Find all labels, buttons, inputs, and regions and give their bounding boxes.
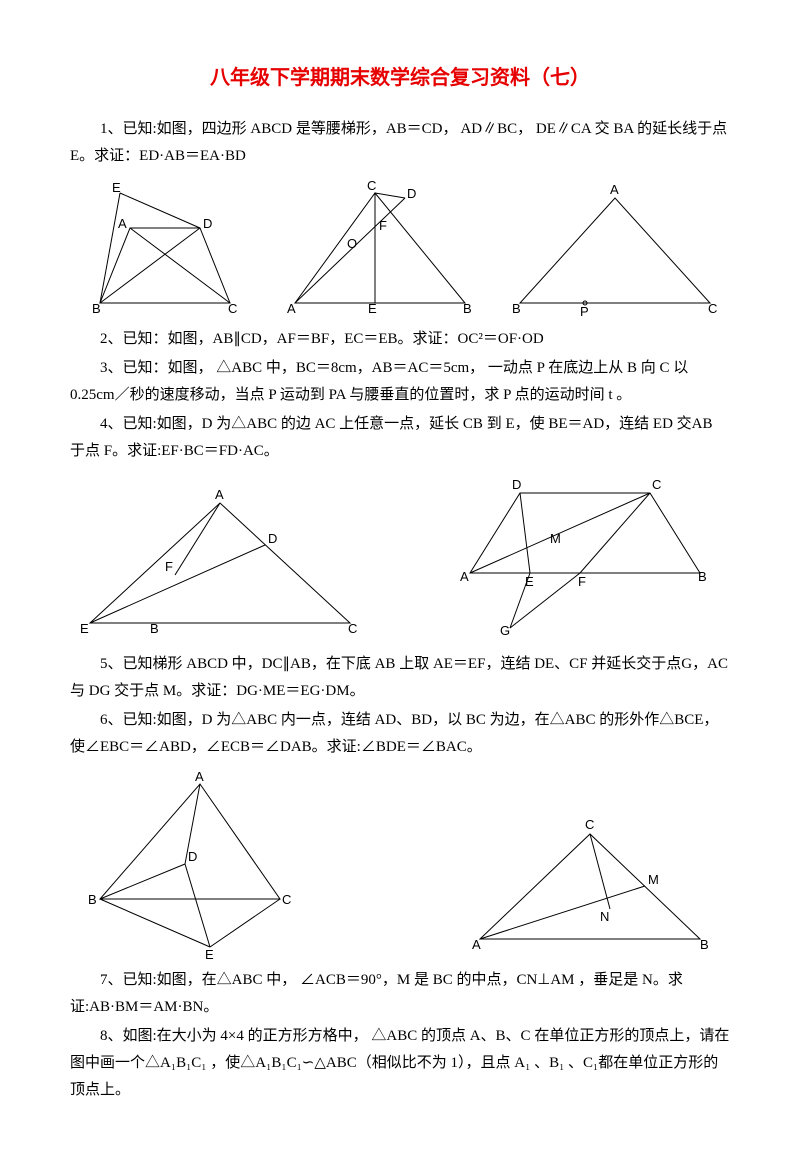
svg-text:B: B bbox=[150, 621, 159, 636]
svg-text:G: G bbox=[500, 623, 510, 638]
svg-text:B: B bbox=[92, 301, 101, 316]
svg-text:B: B bbox=[700, 937, 709, 952]
svg-text:N: N bbox=[600, 909, 609, 924]
svg-text:E: E bbox=[205, 947, 214, 959]
figure-4-triangle: E B C A D F bbox=[70, 483, 370, 643]
svg-text:A: A bbox=[215, 487, 224, 502]
svg-text:P: P bbox=[580, 304, 589, 318]
figure-6-triangle: A B C D E bbox=[70, 769, 330, 959]
svg-text:O: O bbox=[347, 236, 357, 251]
svg-text:F: F bbox=[578, 574, 586, 589]
svg-text:D: D bbox=[203, 216, 212, 231]
figure-2-triangle: A B E C D F O bbox=[275, 178, 485, 318]
problem-1: 1、已知:如图，四边形 ABCD 是等腰梯形，AB＝CD， AD∥BC， DE∥… bbox=[70, 116, 730, 170]
svg-text:F: F bbox=[165, 559, 173, 574]
svg-text:B: B bbox=[463, 301, 472, 316]
svg-text:A: A bbox=[472, 937, 481, 952]
figure-3-triangle: B C A P bbox=[500, 178, 730, 318]
svg-text:M: M bbox=[648, 872, 659, 887]
svg-text:D: D bbox=[512, 477, 521, 492]
svg-text:C: C bbox=[652, 477, 661, 492]
svg-text:C: C bbox=[585, 817, 594, 832]
problem-5: 5、已知梯形 ABCD 中，DC∥AB，在下底 AB 上取 AE＝EF，连结 D… bbox=[70, 651, 730, 705]
svg-text:C: C bbox=[282, 892, 291, 907]
svg-text:D: D bbox=[188, 849, 197, 864]
svg-text:D: D bbox=[407, 186, 416, 201]
svg-text:M: M bbox=[550, 531, 561, 546]
svg-text:F: F bbox=[379, 218, 387, 233]
figure-row-2: E B C A D F A B D C E F M G bbox=[70, 473, 730, 643]
svg-text:E: E bbox=[368, 301, 377, 316]
svg-text:A: A bbox=[460, 569, 469, 584]
problem-3: 3、已知：如图， △ABC 中，BC＝8cm，AB＝AC＝5cm， 一动点 P … bbox=[70, 355, 730, 409]
svg-text:E: E bbox=[112, 180, 121, 195]
svg-text:C: C bbox=[228, 301, 237, 316]
svg-text:C: C bbox=[708, 301, 717, 316]
svg-text:A: A bbox=[118, 216, 127, 231]
figure-1-trapezoid: B C A D E bbox=[70, 178, 260, 318]
svg-text:A: A bbox=[610, 182, 619, 197]
figure-row-1: B C A D E A B E C D F O B C A P bbox=[70, 178, 730, 318]
problem-6: 6、已知:如图，D 为△ABC 内一点，连结 AD、BD，以 BC 为边，在△A… bbox=[70, 707, 730, 761]
svg-text:E: E bbox=[80, 621, 89, 636]
page-title: 八年级下学期期末数学综合复习资料（七） bbox=[70, 60, 730, 96]
problem-2: 2、已知：如图，AB∥CD，AF＝BF，EC＝EB。求证：OC²＝OF·OD bbox=[70, 326, 730, 353]
svg-text:D: D bbox=[268, 531, 277, 546]
problem-4: 4、已知:如图，D 为△ABC 的边 AC 上任意一点，延长 CB 到 E，使 … bbox=[70, 411, 730, 465]
svg-text:B: B bbox=[88, 892, 97, 907]
problem-7: 7、已知:如图，在△ABC 中， ∠ACB＝90°，M 是 BC 的中点，CN⊥… bbox=[70, 967, 730, 1021]
svg-text:B: B bbox=[698, 569, 707, 584]
figure-row-3: A B C D E A B C M N bbox=[70, 769, 730, 959]
svg-text:B: B bbox=[512, 301, 521, 316]
svg-text:E: E bbox=[525, 574, 534, 589]
svg-text:C: C bbox=[367, 178, 376, 193]
problem-8: 8、如图:在大小为 4×4 的正方形方格中， △ABC 的顶点 A、B、C 在单… bbox=[70, 1023, 730, 1104]
figure-7-triangle: A B C M N bbox=[450, 809, 730, 959]
svg-text:C: C bbox=[348, 621, 357, 636]
svg-text:A: A bbox=[287, 301, 296, 316]
figure-5-trapezoid: A B D C E F M G bbox=[430, 473, 730, 643]
svg-text:A: A bbox=[195, 769, 204, 784]
